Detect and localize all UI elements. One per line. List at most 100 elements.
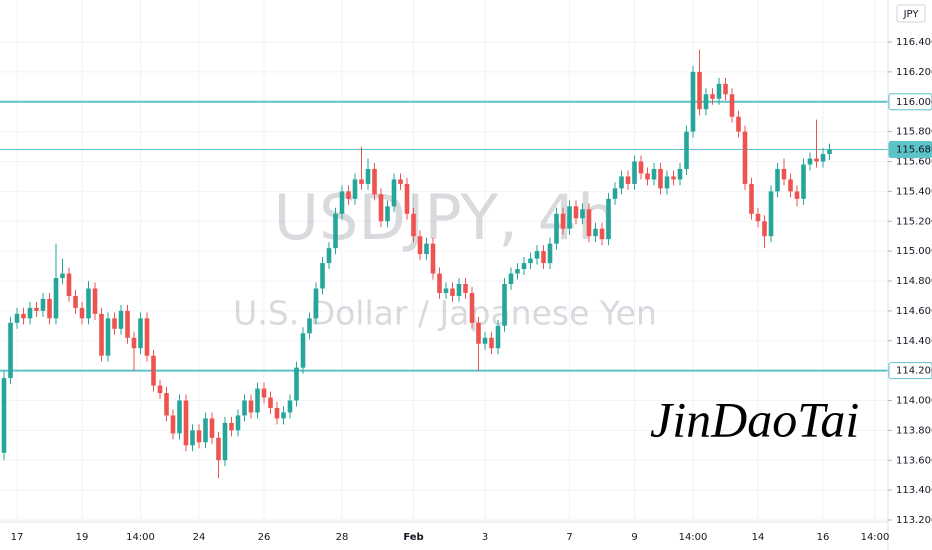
candle-body: [632, 161, 637, 184]
candle-body: [112, 318, 117, 329]
candle-body: [287, 400, 293, 413]
candle-body: [697, 71, 702, 110]
candle-body: [755, 213, 761, 222]
candle-body: [170, 415, 176, 434]
candle-body: [151, 355, 156, 386]
y-tick-label: 115.200: [896, 216, 932, 227]
y-tick-label: 113.400: [896, 485, 932, 496]
candle-body: [190, 430, 195, 446]
candle-body: [671, 176, 676, 180]
candle-body: [749, 183, 754, 214]
candle-body: [14, 313, 20, 323]
candle-body: [638, 161, 644, 174]
candle-body: [118, 310, 124, 329]
x-tick-label: 14:00: [679, 532, 708, 543]
price-label: 115.680: [896, 145, 932, 156]
candle-body: [593, 228, 598, 237]
candle-body: [404, 183, 410, 214]
candle-body: [40, 298, 46, 311]
candle-body: [612, 188, 618, 199]
candle-body: [515, 269, 520, 274]
y-tick-label: 113.200: [896, 515, 932, 526]
candle-body: [326, 248, 332, 264]
candle-body: [482, 337, 488, 344]
candle-body: [313, 288, 319, 319]
candle-body: [60, 273, 65, 279]
currency-button[interactable]: [896, 4, 926, 23]
candle-body: [781, 168, 787, 180]
candle-body: [664, 176, 670, 189]
candle-body: [476, 322, 481, 344]
candle-body: [66, 273, 72, 296]
candle-body: [242, 400, 247, 416]
currency-label[interactable]: JPY: [903, 9, 920, 20]
candle-body: [99, 313, 104, 356]
candle-body: [430, 243, 436, 274]
candle-body: [495, 325, 501, 349]
candle-body: [768, 191, 774, 237]
candle-body: [209, 418, 215, 438]
x-tick-label: 3: [482, 532, 488, 543]
candle-body: [417, 236, 423, 255]
candle-body: [560, 213, 566, 229]
candle-body: [502, 283, 507, 326]
watermark-title: USDJPY, 4h: [274, 181, 617, 254]
candle-body: [216, 437, 221, 461]
y-tick-label: 115.600: [896, 157, 932, 168]
candle-body: [281, 412, 286, 419]
candle-body: [21, 313, 26, 319]
candle-body: [736, 116, 741, 132]
x-tick-label: 17: [11, 532, 24, 543]
price-label: 114.200: [896, 366, 932, 377]
candle-body: [710, 94, 715, 99]
candle-body: [320, 263, 325, 289]
candles: [1, 49, 832, 479]
candle-body: [729, 94, 735, 117]
candle-body: [424, 243, 429, 255]
candle-body: [125, 310, 130, 338]
candle-body: [554, 213, 559, 244]
candle-body: [86, 288, 91, 319]
candle-body: [339, 191, 345, 214]
candle-body: [619, 176, 624, 189]
candle-body: [359, 179, 364, 184]
candle-body: [307, 318, 312, 334]
candle-body: [437, 273, 442, 293]
candle-body: [274, 407, 280, 419]
y-tick-label: 114.000: [896, 396, 932, 407]
candle-body: [365, 168, 371, 184]
candle-body: [300, 333, 306, 368]
candle-body: [469, 292, 475, 323]
axes: 113.200 113.400 113.600 113.800 114.000 114.2…: [11, 37, 932, 543]
candle-body: [1, 378, 7, 453]
y-tick-label: 115.400: [896, 186, 932, 197]
candle-body: [27, 307, 33, 319]
candle-body: [775, 168, 780, 192]
x-tick-label: 16: [817, 532, 830, 543]
watermark-subtitle: U.S. Dollar / Japanese Yen: [233, 294, 657, 333]
candle-body: [508, 273, 514, 284]
candle-body: [463, 283, 468, 293]
y-tick-label: 113.600: [896, 455, 932, 466]
candle-body: [658, 168, 663, 189]
candle-body: [222, 422, 228, 461]
candle-body: [333, 213, 338, 249]
signature: JinDaoTai: [650, 391, 859, 447]
candle-body: [196, 430, 202, 443]
candle-body: [528, 258, 533, 264]
price-label-box: [888, 362, 932, 380]
candle-body: [820, 154, 826, 162]
candle-body: [443, 288, 449, 293]
candle-body: [34, 307, 39, 311]
candle-body: [580, 209, 585, 219]
x-tick-label: 14: [752, 532, 765, 543]
y-tick-label: 115.800: [896, 127, 932, 138]
x-tick-label: 14:00: [126, 532, 155, 543]
candle-body: [801, 164, 806, 199]
candle-body: [716, 83, 722, 99]
candle-body: [521, 263, 527, 270]
candle-body: [723, 83, 728, 95]
candle-body: [105, 318, 111, 356]
candle-body: [586, 209, 592, 237]
candle-body: [261, 388, 267, 398]
